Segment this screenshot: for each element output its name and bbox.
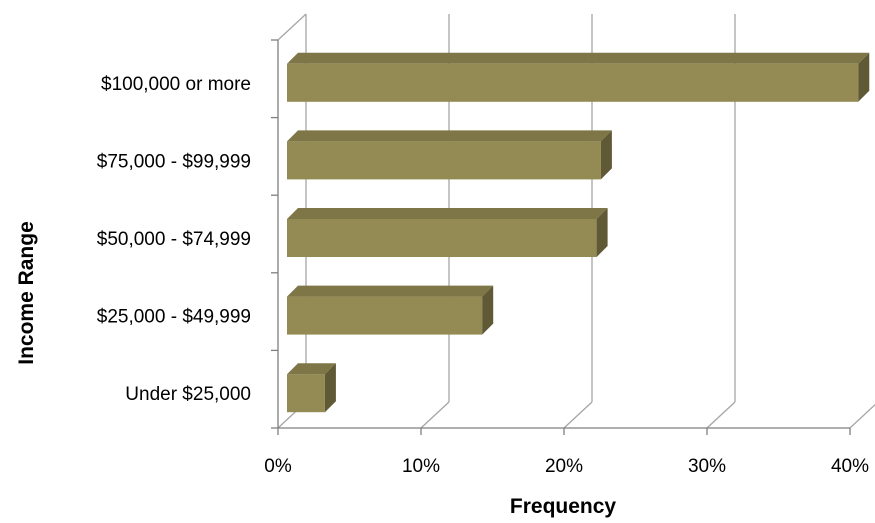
floor-gridline xyxy=(420,401,450,429)
y-tick-label: $75,000 - $99,999 xyxy=(97,151,251,172)
bar-front-face xyxy=(287,296,483,335)
bar-side-face xyxy=(324,363,336,413)
x-tick-label: 20% xyxy=(545,456,583,477)
bar-front-face xyxy=(287,63,859,102)
floor-gridline xyxy=(706,401,736,429)
bar-top-face xyxy=(287,208,608,219)
bar-top-face xyxy=(287,130,612,142)
bar-top-face xyxy=(287,363,336,375)
x-tick-label: 30% xyxy=(688,456,726,477)
bar-front-face xyxy=(287,219,597,257)
side-wall-top-edge xyxy=(277,13,307,41)
y-tick-label: $25,000 - $49,999 xyxy=(97,307,251,328)
bar-side-face xyxy=(858,52,870,102)
x-axis-title: Frequency xyxy=(510,495,617,518)
y-tick-label: Under $25,000 xyxy=(125,384,251,405)
x-tick-label: 10% xyxy=(402,456,440,477)
bar xyxy=(287,285,494,335)
bars xyxy=(287,52,870,413)
bar-side-face xyxy=(596,208,608,257)
bar xyxy=(287,208,608,257)
bar-top-face xyxy=(287,285,494,297)
bar xyxy=(287,363,336,413)
y-tick-label: $50,000 - $74,999 xyxy=(97,229,251,250)
bar-top-face xyxy=(287,52,870,64)
bar-side-face xyxy=(600,130,612,180)
y-tick-label: $100,000 or more xyxy=(101,74,251,95)
y-axis-title: Income Range xyxy=(15,221,38,365)
bar xyxy=(287,130,612,180)
axes xyxy=(271,39,851,435)
floor-gridline xyxy=(849,403,875,429)
bar-front-face xyxy=(287,141,601,180)
bar-front-face xyxy=(287,374,325,413)
floor-gridline xyxy=(563,401,593,429)
x-tick-label: 0% xyxy=(264,456,292,477)
bar-side-face xyxy=(482,285,494,335)
tick-labels: 0% 10% 20% 30% 40% Under $25,000 $25,000 - $49… xyxy=(97,74,869,477)
x-tick-label: 40% xyxy=(831,456,869,477)
bar xyxy=(287,52,870,102)
